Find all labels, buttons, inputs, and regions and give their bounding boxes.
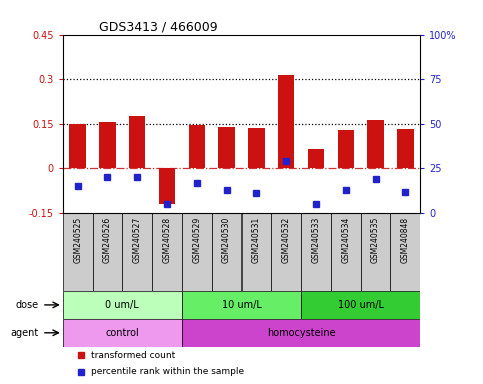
Bar — [397, 129, 413, 168]
Text: percentile rank within the sample: percentile rank within the sample — [91, 367, 244, 376]
Bar — [301, 213, 331, 291]
Text: GSM240533: GSM240533 — [312, 217, 320, 263]
Bar — [271, 213, 301, 291]
Bar — [338, 130, 354, 168]
Bar — [152, 213, 182, 291]
Bar — [390, 213, 420, 291]
Bar — [122, 213, 152, 291]
Bar — [278, 75, 294, 168]
Bar — [99, 122, 115, 168]
Bar — [182, 291, 301, 319]
Text: 100 um/L: 100 um/L — [338, 300, 384, 310]
Bar — [182, 213, 212, 291]
Bar — [63, 213, 93, 291]
Bar — [218, 127, 235, 168]
Text: agent: agent — [11, 328, 39, 338]
Text: GSM240525: GSM240525 — [73, 217, 82, 263]
Bar — [308, 149, 324, 168]
Bar — [189, 125, 205, 168]
Text: GSM240534: GSM240534 — [341, 217, 350, 263]
Text: GDS3413 / 466009: GDS3413 / 466009 — [99, 20, 217, 33]
Bar — [159, 168, 175, 204]
Text: GSM240527: GSM240527 — [133, 217, 142, 263]
Text: homocysteine: homocysteine — [267, 328, 335, 338]
Text: GSM240529: GSM240529 — [192, 217, 201, 263]
Bar — [242, 213, 271, 291]
Text: GSM240526: GSM240526 — [103, 217, 112, 263]
Bar — [70, 124, 86, 168]
Bar — [248, 127, 265, 168]
Bar — [63, 291, 182, 319]
Text: GSM240528: GSM240528 — [163, 217, 171, 263]
Bar — [182, 319, 420, 347]
Text: GSM240848: GSM240848 — [401, 217, 410, 263]
Text: GSM240535: GSM240535 — [371, 217, 380, 263]
Text: dose: dose — [16, 300, 39, 310]
Text: transformed count: transformed count — [91, 351, 176, 359]
Bar — [93, 213, 122, 291]
Bar — [361, 213, 390, 291]
Bar — [368, 120, 384, 168]
Text: 0 um/L: 0 um/L — [105, 300, 139, 310]
Bar — [63, 319, 182, 347]
Bar — [212, 213, 242, 291]
Bar — [301, 291, 420, 319]
Bar — [331, 213, 361, 291]
Text: GSM240530: GSM240530 — [222, 217, 231, 263]
Text: 10 um/L: 10 um/L — [222, 300, 261, 310]
Text: GSM240531: GSM240531 — [252, 217, 261, 263]
Bar — [129, 116, 145, 168]
Text: GSM240532: GSM240532 — [282, 217, 291, 263]
Text: control: control — [105, 328, 139, 338]
